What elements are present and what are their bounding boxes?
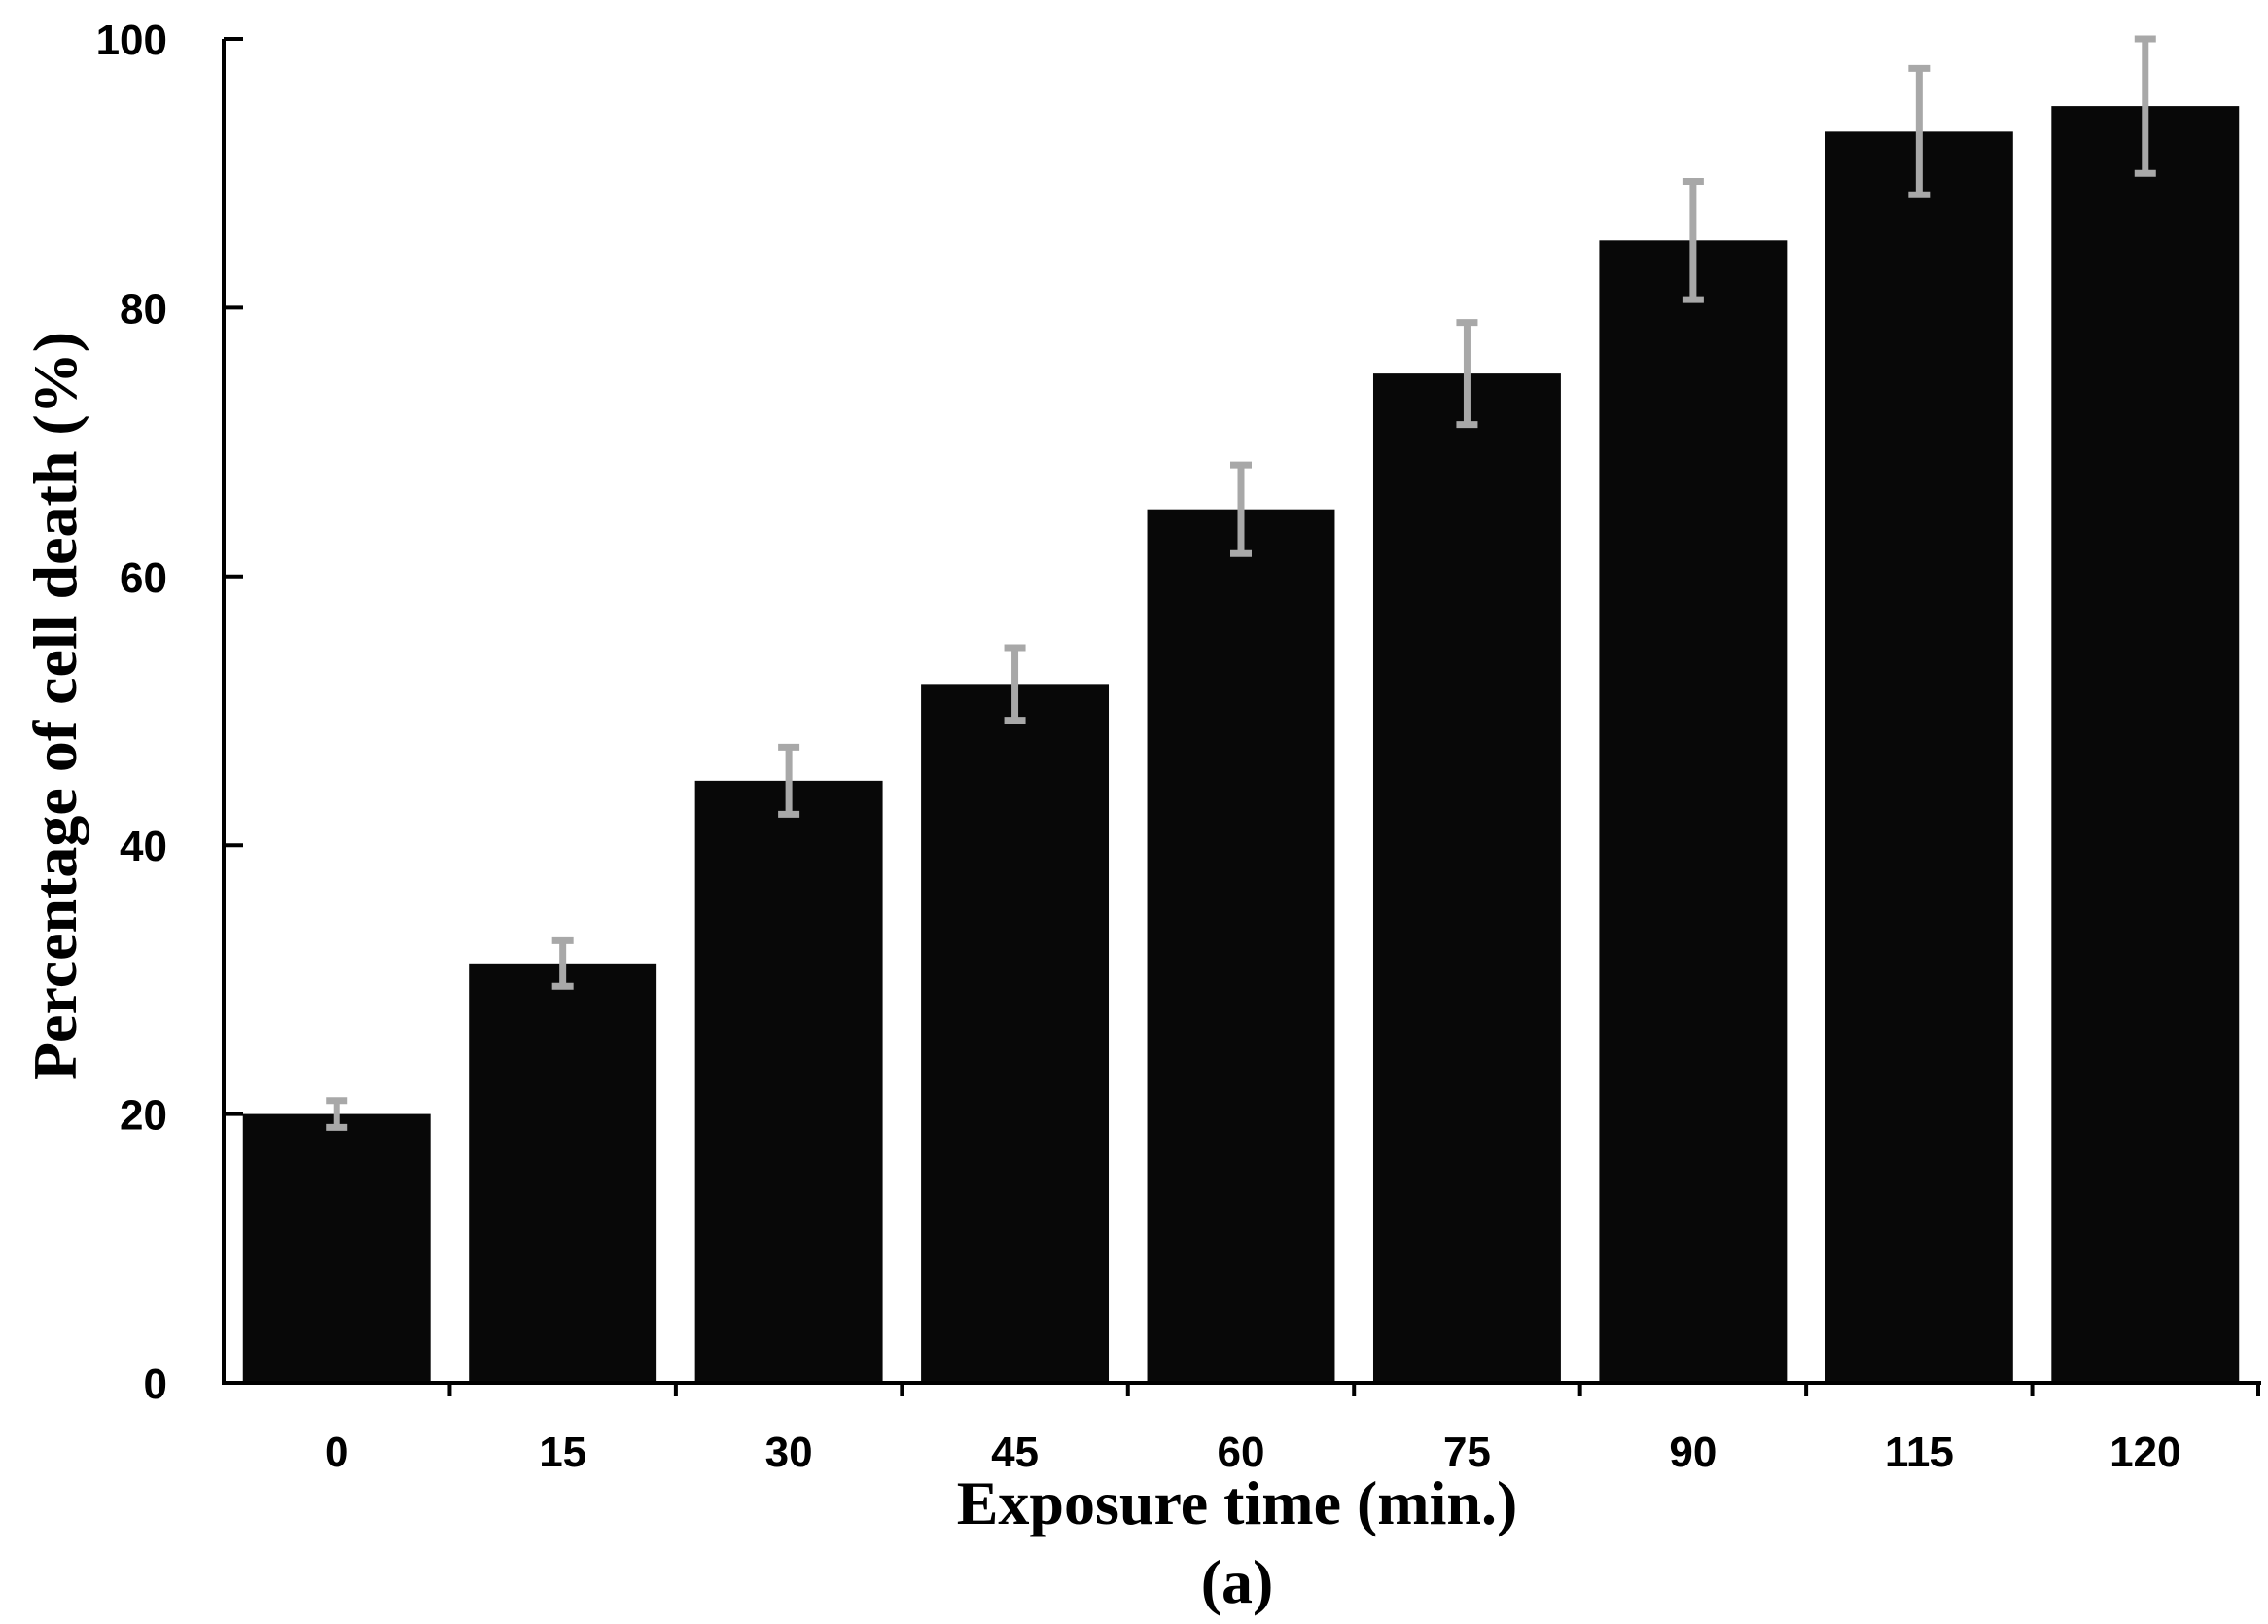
x-tick-label: 60 [1218, 1429, 1265, 1476]
panel-label: (a) [1201, 1547, 1274, 1616]
y-axis-title: Percentage of cell death (%) [20, 332, 89, 1080]
error-bar-60 [1230, 461, 1252, 557]
bar-30 [694, 780, 883, 1383]
error-bar-90 [1682, 177, 1704, 303]
error-bar-75 [1456, 319, 1478, 429]
bar-15 [469, 963, 657, 1383]
error-bar-0 [326, 1097, 348, 1131]
x-tick-label: 45 [991, 1429, 1039, 1476]
y-tick-label: 20 [120, 1092, 167, 1140]
y-tick-label: 80 [120, 285, 167, 333]
x-ticks-group: 0 15 30 45 60 75 90 115 120 [325, 1383, 2260, 1476]
bar-90 [1599, 240, 1788, 1383]
error-bar-15 [551, 936, 574, 990]
y-tick-label: 60 [120, 554, 167, 602]
bar-60 [1147, 509, 1335, 1383]
error-bar-45 [1004, 644, 1026, 724]
y-ticks-group: 0 20 40 60 80 100 [96, 17, 243, 1408]
x-tick-label: 90 [1669, 1429, 1717, 1476]
x-axis-title: Exposure time (min.) [957, 1468, 1518, 1537]
bar-0 [242, 1113, 431, 1383]
error-bars-group [326, 35, 2156, 1131]
bar-75 [1372, 373, 1561, 1383]
y-tick-label: 0 [144, 1360, 167, 1408]
x-tick-label: 120 [2109, 1429, 2180, 1476]
x-tick-label: 30 [765, 1429, 813, 1476]
x-tick-label: 75 [1443, 1429, 1491, 1476]
bar-45 [921, 684, 1110, 1383]
error-bar-120 [2134, 35, 2156, 177]
bar-120 [2051, 106, 2240, 1384]
x-tick-label: 15 [539, 1429, 586, 1476]
y-tick-label: 100 [96, 17, 167, 64]
error-bar-115 [1908, 64, 1931, 198]
bar-115 [1825, 131, 2013, 1383]
error-bar-30 [778, 743, 800, 818]
y-tick-label: 40 [120, 823, 167, 870]
bars-group [242, 106, 2240, 1384]
x-tick-label: 115 [1885, 1429, 1954, 1476]
x-tick-label: 0 [325, 1429, 348, 1476]
